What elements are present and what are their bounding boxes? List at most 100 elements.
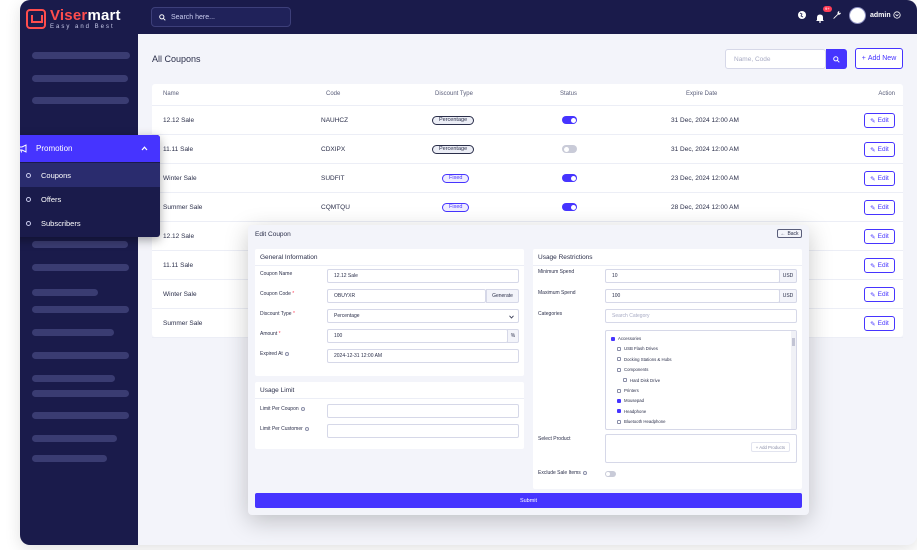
category-item[interactable]: Components [617,367,648,372]
checkbox-icon[interactable] [617,357,621,362]
back-label: Back [787,230,799,237]
admin-name[interactable]: admin [870,12,891,19]
category-search-input[interactable]: Search Category [605,309,797,323]
minimum-spend-input[interactable]: 10 [605,269,780,283]
sidebar-item[interactable] [32,264,129,271]
checkbox-icon[interactable] [617,409,621,414]
minimum-spend-label: Minimum Spend [538,269,575,275]
edit-button[interactable]: ✎ Edit [864,229,895,244]
pencil-icon: ✎ [870,204,876,212]
back-button[interactable]: ← Back [777,229,802,238]
category-item[interactable]: Accessories [611,336,641,341]
sidebar-item[interactable] [32,352,129,359]
status-toggle[interactable] [562,203,577,211]
edit-button[interactable]: ✎ Edit [864,142,895,157]
checkbox-icon[interactable] [617,419,621,424]
product-select-area[interactable]: + Add Products [605,434,797,463]
checkbox-icon[interactable] [617,398,621,403]
edit-label: Edit [877,291,889,298]
table-row: 11.11 Sale CDXIPX Percentage 31 Dec, 2024 1… [152,135,903,164]
coupon-name-cell: 12.12 Sale [163,233,195,240]
wrench-icon[interactable] [832,10,842,20]
info-icon[interactable] [582,470,587,475]
category-item[interactable]: Docking Stations & Hubs [617,357,672,362]
sidebar-item[interactable] [32,329,114,336]
category-label: Headphone [624,408,647,414]
promotion-menu: Promotion Coupons Offers Subscribers [20,135,160,237]
coupon-search-input[interactable]: Name, Code [725,49,826,69]
category-label: Components [624,367,649,373]
category-item[interactable]: Mousepad [617,398,644,403]
coupon-search-button[interactable] [826,49,847,69]
sidebar-item[interactable] [32,97,129,104]
sidebar-item[interactable] [32,75,128,82]
sidebar-item[interactable] [32,52,130,59]
discount-type-value: Percentage [334,313,360,319]
edit-button[interactable]: ✎ Edit [864,287,895,302]
generate-code-button[interactable]: Generate [486,289,519,303]
checkbox-icon[interactable] [611,336,615,341]
sidebar-item-subscribers[interactable]: Subscribers [20,211,160,235]
notification-button[interactable]: 9+ [815,6,832,23]
chevron-down-circle-icon[interactable] [893,11,901,19]
checkbox-icon[interactable] [623,378,627,383]
sidebar-item-label: Subscribers [41,218,81,228]
sidebar-item[interactable] [32,435,117,442]
checkbox-icon[interactable] [617,388,621,393]
category-item[interactable]: USB Flash Drives [617,346,658,351]
edit-label: Edit [877,233,889,240]
limit-per-coupon-input[interactable] [327,404,519,418]
coupon-name-input[interactable]: 12.12 Sale [327,269,519,283]
checkbox-icon[interactable] [617,367,621,372]
globe-icon[interactable] [797,10,807,20]
edit-button[interactable]: ✎ Edit [864,171,895,186]
brand-logo[interactable]: Visermart Easy and Best [26,8,121,30]
status-toggle[interactable] [562,145,577,153]
coupon-code-input[interactable]: OBUYXR [327,289,486,303]
add-new-button[interactable]: + Add New [855,48,903,69]
expired-at-input[interactable]: 2024-12-31 12:00 AM [327,349,519,363]
info-icon[interactable] [300,406,305,411]
category-item[interactable]: Bluetooth Headphone [617,419,666,424]
status-toggle[interactable] [562,174,577,182]
discount-type-select[interactable]: Percentage [327,309,519,323]
bell-icon [816,14,824,23]
expire-date-cell: 28 Dec, 2024 12:00 AM [671,204,739,211]
submit-button[interactable]: Submit [255,493,802,508]
edit-label: Edit [877,204,889,211]
category-scrollbar[interactable] [791,331,796,429]
section-title: Usage Limit [260,387,295,394]
modal-title: Edit Coupon [255,231,291,238]
avatar[interactable] [849,7,866,24]
sidebar-item[interactable] [32,375,115,382]
sidebar-item[interactable] [32,306,129,313]
sidebar-item-offers[interactable]: Offers [20,187,160,211]
status-toggle[interactable] [562,116,577,124]
edit-button[interactable]: ✎ Edit [864,200,895,215]
promotion-menu-header[interactable]: Promotion [20,135,160,162]
edit-button[interactable]: ✎ Edit [864,316,895,331]
limit-per-customer-input[interactable] [327,424,519,438]
global-search-input[interactable]: Search here... [151,7,291,27]
maximum-spend-input[interactable]: 100 [605,289,780,303]
sidebar-item-coupons[interactable]: Coupons [20,163,160,187]
column-header-status: Status [560,91,578,97]
table-header: Name Code Discount Type Status Expire Da… [152,84,903,106]
exclude-sale-items-toggle[interactable] [605,471,616,477]
info-icon[interactable] [284,351,289,356]
edit-button[interactable]: ✎ Edit [864,113,895,128]
sidebar-item[interactable] [32,390,129,397]
edit-button[interactable]: ✎ Edit [864,258,895,273]
pencil-icon: ✎ [870,146,876,154]
amount-input[interactable]: 100 [327,329,508,343]
sidebar-item[interactable] [32,412,129,419]
add-products-button[interactable]: + Add Products [750,442,790,452]
sidebar-item[interactable] [32,455,107,462]
category-item[interactable]: Printers [617,388,639,393]
promotion-menu-label: Promotion [36,144,73,153]
info-icon[interactable] [304,426,309,431]
checkbox-icon[interactable] [617,346,621,351]
category-item[interactable]: Hard Disk Drive [623,378,660,383]
category-item[interactable]: Headphone [617,409,646,414]
sidebar-item[interactable] [32,241,128,248]
